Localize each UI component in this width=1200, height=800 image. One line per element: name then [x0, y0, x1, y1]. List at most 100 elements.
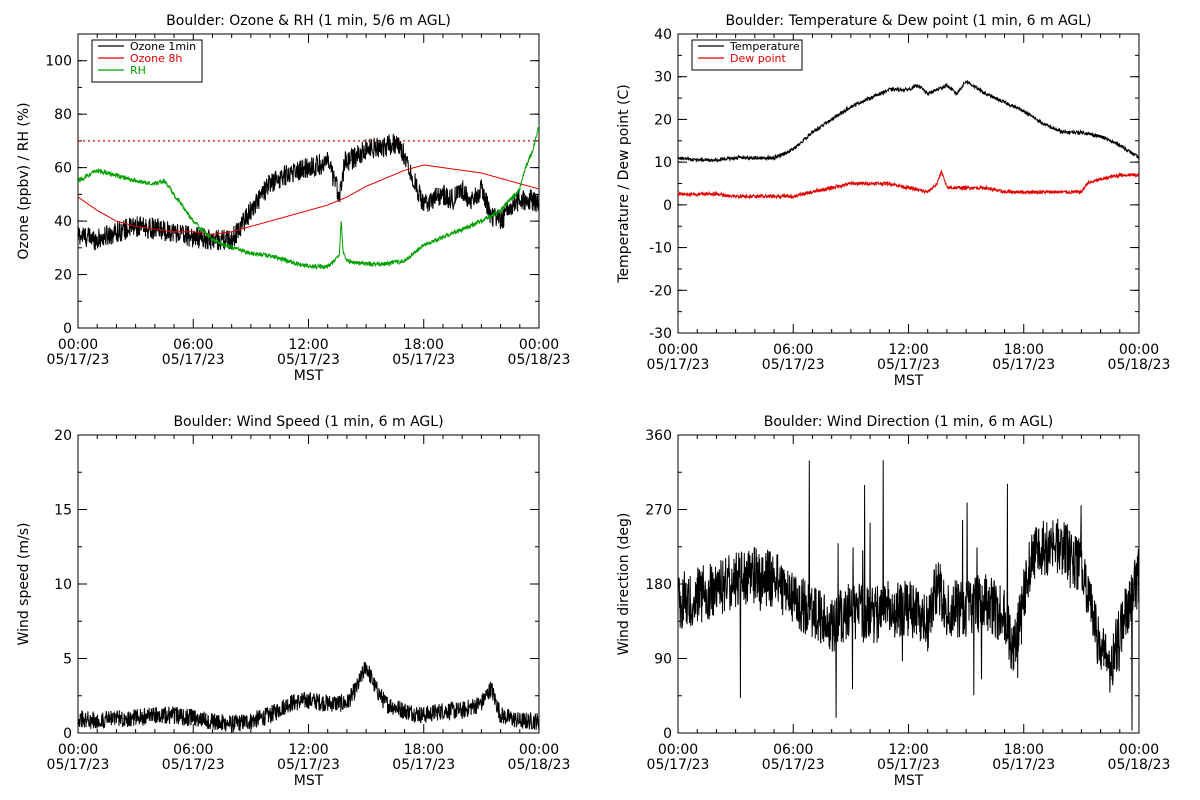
- y-tick-label: 180: [645, 577, 672, 593]
- series-line-temperature: [678, 80, 1139, 163]
- x-tick-label-date: 05/18/23: [508, 757, 571, 773]
- data-layer: [78, 124, 539, 271]
- series-line-4: [678, 460, 1139, 731]
- series-line-rh: [78, 124, 539, 271]
- x-tick-label-date: 05/18/23: [508, 352, 571, 368]
- y-tick-label: -20: [649, 283, 672, 299]
- x-tick-label-time: 12:00: [888, 742, 928, 758]
- series-line-ozone-8h: [78, 164, 539, 236]
- x-tick-label-date: 05/18/23: [1108, 757, 1171, 773]
- x-tick-label-time: 12:00: [288, 742, 328, 758]
- y-tick-label: 100: [45, 54, 72, 70]
- x-tick-label-date: 05/17/23: [647, 757, 710, 773]
- legend-label: Ozone 1min: [130, 40, 196, 53]
- x-tick-label-date: 05/17/23: [162, 352, 225, 368]
- x-tick-label-time: 00:00: [58, 742, 98, 758]
- chart-panel-3: Boulder: Wind Speed (1 min, 6 m AGL) 0 5 10…: [16, 414, 570, 789]
- x-tick-label-time: 00:00: [519, 337, 559, 353]
- chart-title: Boulder: Temperature & Dew point (1 min,…: [725, 13, 1091, 29]
- x-tick-label-time: 00:00: [658, 742, 698, 758]
- y-tick-label: 360: [645, 428, 672, 444]
- chart-panel-2: Boulder: Temperature & Dew point (1 min,…: [616, 13, 1170, 389]
- y-tick-label: 0: [63, 726, 72, 742]
- x-tick-label-time: 00:00: [1119, 342, 1159, 358]
- x-tick-label-date: 05/17/23: [47, 757, 110, 773]
- y-axis-label: Wind speed (m/s): [16, 523, 32, 646]
- x-tick-label-date: 05/17/23: [392, 352, 455, 368]
- plot-frame: [677, 33, 1140, 334]
- chart-title: Boulder: Ozone & RH (1 min, 5/6 m AGL): [166, 13, 451, 29]
- x-tick-label-time: 12:00: [288, 337, 328, 353]
- x-tick-label-date: 05/17/23: [647, 357, 710, 373]
- x-tick-label-date: 05/18/23: [1108, 357, 1171, 373]
- y-tick-label: 0: [663, 198, 672, 214]
- y-tick-label: 5: [63, 652, 72, 668]
- x-tick-label-date: 05/17/23: [277, 352, 340, 368]
- legend-label: Temperature: [729, 40, 800, 53]
- x-tick-label-time: 18:00: [404, 742, 444, 758]
- legend-label: RH: [130, 64, 146, 77]
- x-tick-label-date: 05/17/23: [277, 757, 340, 773]
- x-tick-label-date: 05/17/23: [877, 357, 940, 373]
- data-layer: [678, 80, 1139, 200]
- y-tick-label: 30: [654, 70, 672, 86]
- x-axis-label: MST: [894, 373, 924, 389]
- plot-frame: [77, 434, 540, 734]
- x-tick-label-time: 00:00: [1119, 742, 1159, 758]
- data-layer: [678, 460, 1139, 731]
- y-tick-label: 15: [54, 503, 72, 519]
- y-tick-label: 20: [654, 112, 672, 128]
- x-axis-label: MST: [894, 773, 924, 789]
- chart-panel-1: Boulder: Ozone & RH (1 min, 5/6 m AGL) 0 2…: [16, 13, 570, 384]
- x-tick-label-date: 05/17/23: [392, 757, 455, 773]
- y-tick-label: 10: [654, 155, 672, 171]
- y-tick-label: -10: [649, 241, 672, 257]
- y-axis-label: Temperature / Dew point (C): [616, 84, 632, 283]
- y-tick-label: 40: [54, 214, 72, 230]
- y-tick-label: -30: [649, 326, 672, 342]
- legend-label: Dew point: [730, 52, 786, 65]
- y-tick-label: 270: [645, 503, 672, 519]
- x-tick-label-date: 05/17/23: [47, 352, 110, 368]
- y-tick-label: 20: [54, 428, 72, 444]
- y-tick-label: 0: [63, 321, 72, 337]
- y-axis-label: Ozone (ppbv) / RH (%): [16, 102, 32, 259]
- y-tick-label: 20: [54, 268, 72, 284]
- x-tick-label-time: 06:00: [173, 337, 213, 353]
- x-tick-label-time: 00:00: [519, 742, 559, 758]
- x-tick-label-date: 05/17/23: [992, 357, 1055, 373]
- chart-panel-4: Boulder: Wind Direction (1 min, 6 m AGL)…: [616, 414, 1170, 789]
- x-tick-label-time: 06:00: [773, 742, 813, 758]
- chart-title: Boulder: Wind Direction (1 min, 6 m AGL): [764, 414, 1053, 430]
- x-tick-label-time: 12:00: [888, 342, 928, 358]
- x-axis-label: MST: [294, 368, 324, 384]
- x-tick-label-date: 05/17/23: [762, 757, 825, 773]
- y-tick-label: 0: [663, 726, 672, 742]
- data-layer: [78, 662, 539, 733]
- legend-box: [91, 39, 203, 83]
- x-tick-label-time: 18:00: [404, 337, 444, 353]
- y-tick-label: 90: [654, 652, 672, 668]
- series-line-3: [78, 662, 539, 733]
- legend-label: Ozone 8h: [130, 52, 182, 65]
- x-tick-label-date: 05/17/23: [877, 757, 940, 773]
- x-tick-label-date: 05/17/23: [762, 357, 825, 373]
- x-tick-label-time: 00:00: [58, 337, 98, 353]
- x-tick-label-time: 18:00: [1004, 742, 1044, 758]
- x-tick-label-date: 05/17/23: [992, 757, 1055, 773]
- x-tick-label-date: 05/17/23: [162, 757, 225, 773]
- legend-box: [691, 39, 803, 71]
- x-tick-label-time: 06:00: [773, 342, 813, 358]
- y-axis-label: Wind direction (deg): [616, 513, 632, 656]
- y-tick-label: 80: [54, 107, 72, 123]
- y-tick-label: 10: [54, 577, 72, 593]
- y-tick-label: 60: [54, 161, 72, 177]
- series-line-dew-point: [678, 170, 1139, 200]
- y-tick-label: 40: [654, 27, 672, 43]
- x-tick-label-time: 00:00: [658, 342, 698, 358]
- x-tick-label-time: 18:00: [1004, 342, 1044, 358]
- x-tick-label-time: 06:00: [173, 742, 213, 758]
- series-line-ozone-1min: [78, 133, 539, 251]
- chart-title: Boulder: Wind Speed (1 min, 6 m AGL): [173, 414, 443, 430]
